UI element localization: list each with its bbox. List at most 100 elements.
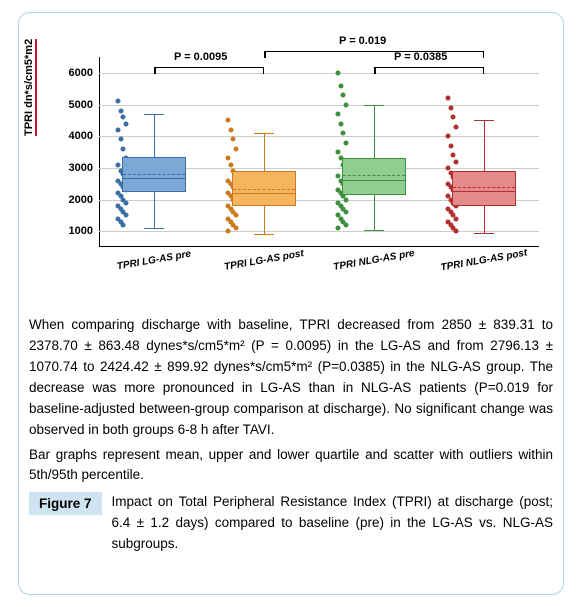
scatter-point xyxy=(116,162,121,167)
scatter-point xyxy=(338,83,343,88)
mean-line xyxy=(123,174,185,175)
scatter-point xyxy=(336,70,341,75)
scatter-point xyxy=(233,226,238,231)
scatter-point xyxy=(336,112,341,117)
scatter-point xyxy=(448,143,453,148)
figure-frame: TPRI dn*s/cm5*m2 10002000300040005000600… xyxy=(18,12,564,595)
scatter-point xyxy=(343,222,348,227)
p-value-bracket xyxy=(264,51,484,57)
figure-number-tag: Figure 7 xyxy=(29,492,102,515)
scatter-point xyxy=(121,222,126,227)
whisker-cap xyxy=(474,120,494,121)
median-line xyxy=(233,193,295,194)
scatter-point xyxy=(338,121,343,126)
p-value-bracket xyxy=(154,67,264,73)
boxplot-chart: TPRI dn*s/cm5*m2 10002000300040005000600… xyxy=(29,21,553,311)
scatter-point xyxy=(446,134,451,139)
scatter-point xyxy=(233,146,238,151)
whisker xyxy=(264,206,265,235)
scatter-point xyxy=(123,121,128,126)
scatter-point xyxy=(343,102,348,107)
scatter-point xyxy=(226,118,231,123)
caption-paragraph-1: When comparing discharge with baseline, … xyxy=(29,315,553,441)
scatter-point xyxy=(118,108,123,113)
box-group: TPRI LG-AS pre xyxy=(114,57,194,247)
whisker-cap xyxy=(254,133,274,134)
scatter-point xyxy=(448,105,453,110)
x-category-label: TPRI LG-AS pre xyxy=(104,246,204,274)
scatter-point xyxy=(343,197,348,202)
x-category-label: TPRI NLG-AS post xyxy=(434,246,534,274)
scatter-point xyxy=(453,124,458,129)
scatter-point xyxy=(123,200,128,205)
box xyxy=(232,171,296,206)
whisker-cap xyxy=(144,114,164,115)
scatter-point xyxy=(343,140,348,145)
scatter-point xyxy=(116,99,121,104)
scatter-point xyxy=(453,159,458,164)
scatter-point xyxy=(453,229,458,234)
scatter-point xyxy=(123,213,128,218)
p-value-label: P = 0.0385 xyxy=(394,51,447,63)
median-line xyxy=(123,178,185,179)
scatter-point xyxy=(451,153,456,158)
y-tick-label: 2000 xyxy=(69,194,93,206)
box xyxy=(122,157,186,192)
whisker-cap xyxy=(474,233,494,234)
scatter-point xyxy=(233,213,238,218)
y-tick-label: 4000 xyxy=(69,130,93,142)
scatter-point xyxy=(341,93,346,98)
y-axis-label: TPRI dn*s/cm5*m2 xyxy=(23,39,37,136)
y-tick-label: 3000 xyxy=(69,162,93,174)
mean-line xyxy=(233,189,295,190)
scatter-point xyxy=(121,115,126,120)
y-axis-line xyxy=(99,57,100,247)
y-tick-label: 1000 xyxy=(69,225,93,237)
whisker xyxy=(154,114,155,157)
scatter-point xyxy=(451,115,456,120)
box xyxy=(342,158,406,194)
box xyxy=(452,171,516,206)
scatter-point xyxy=(121,146,126,151)
scatter-point xyxy=(116,127,121,132)
mean-line xyxy=(343,175,405,176)
scatter-point xyxy=(336,226,341,231)
plot-area: 100020003000400050006000TPRI LG-AS preTP… xyxy=(99,57,539,247)
scatter-point xyxy=(336,150,341,155)
whisker-cap xyxy=(364,230,384,231)
y-tick-label: 5000 xyxy=(69,99,93,111)
whisker-cap xyxy=(254,234,274,235)
scatter-point xyxy=(228,127,233,132)
y-tick-label: 6000 xyxy=(69,67,93,79)
box-group: TPRI NLG-AS post xyxy=(444,57,524,247)
box-group: TPRI NLG-AS pre xyxy=(334,57,414,247)
whisker xyxy=(154,192,155,228)
figure-description: Impact on Total Peripheral Resistance In… xyxy=(112,492,553,555)
mean-line xyxy=(453,187,515,188)
scatter-point xyxy=(343,210,348,215)
median-line xyxy=(453,191,515,192)
whisker-cap xyxy=(144,228,164,229)
p-value-bracket xyxy=(374,67,484,73)
whisker xyxy=(484,206,485,233)
scatter-point xyxy=(446,96,451,101)
whisker-cap xyxy=(364,105,384,106)
whisker xyxy=(374,105,375,159)
whisker xyxy=(264,133,265,171)
whisker xyxy=(374,195,375,230)
scatter-point xyxy=(231,137,236,142)
box-group: TPRI LG-AS post xyxy=(224,57,304,247)
figure-caption-row: Figure 7 Impact on Total Peripheral Resi… xyxy=(29,492,553,555)
scatter-point xyxy=(226,229,231,234)
scatter-point xyxy=(341,131,346,136)
scatter-point xyxy=(453,216,458,221)
scatter-point xyxy=(226,156,231,161)
scatter-point xyxy=(228,162,233,167)
p-value-label: P = 0.019 xyxy=(339,35,386,47)
whisker xyxy=(484,120,485,171)
median-line xyxy=(343,180,405,181)
x-category-label: TPRI LG-AS post xyxy=(214,246,314,274)
caption-paragraph-2: Bar graphs represent mean, upper and low… xyxy=(29,445,553,487)
p-value-label: P = 0.0095 xyxy=(174,51,227,63)
scatter-point xyxy=(118,137,123,142)
